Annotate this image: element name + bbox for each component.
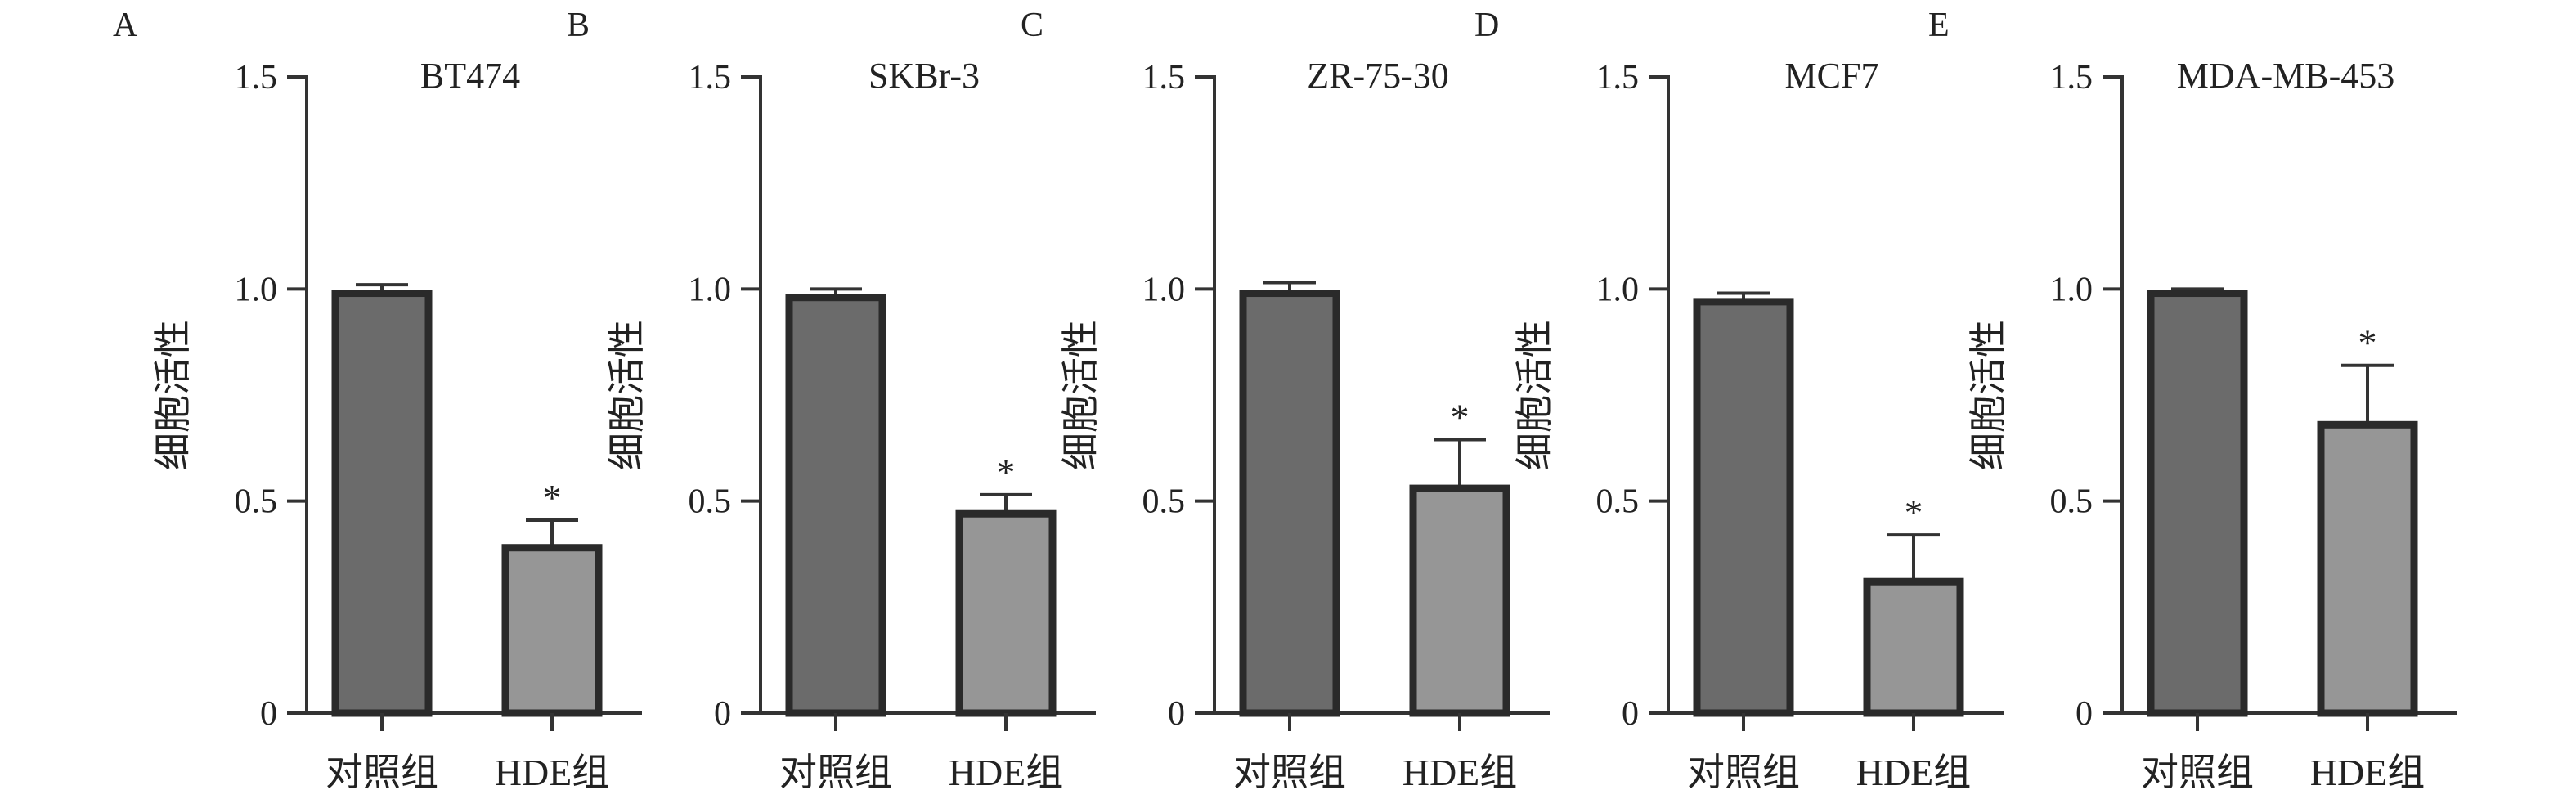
x-category-label: 对照组	[1687, 752, 1800, 793]
significance-marker: *	[997, 451, 1016, 493]
y-axis-label: 细胞活性	[1514, 320, 1555, 470]
bar-control	[785, 294, 886, 717]
y-tick-label: 0.5	[689, 483, 732, 521]
panel-letter: C	[1021, 7, 1043, 44]
y-tick-label: 0	[1622, 695, 1639, 733]
chart-title: SKBr-3	[868, 56, 980, 96]
y-tick-label: 0.5	[235, 483, 278, 521]
panel-letter: A	[113, 7, 138, 44]
y-axis-label: 细胞活性	[1968, 320, 2009, 470]
bar-control	[1693, 298, 1794, 717]
significance-marker: *	[1905, 492, 1923, 533]
y-tick-label: 0	[714, 695, 731, 733]
significance-marker: *	[1451, 396, 1470, 438]
y-tick-label: 0.5	[1142, 483, 1186, 521]
x-category-label: 对照组	[1233, 752, 1346, 793]
panel-letter: D	[1474, 7, 1499, 44]
y-tick-label: 0	[260, 695, 277, 733]
chart-panel-b: B SKBr-3 细胞活性 0 0.5 1.0 1.5 对照组 HDE组 *	[567, 7, 1096, 793]
y-tick-label: 1.5	[1142, 59, 1186, 97]
chart-panel-d: D MCF7 细胞活性 0 0.5 1.0 1.5 对照组 HDE组 *	[1474, 7, 2004, 793]
panels: A BT474 细胞活性 0 0.5 1.0 1.5 对照组 HDE组 * B SKBr-3 细胞活性 0…	[113, 7, 2457, 793]
bar-hde	[1863, 577, 1964, 717]
y-tick-label: 1.5	[2050, 59, 2094, 97]
y-tick-label: 1.0	[2050, 271, 2094, 308]
panel-letter: E	[1928, 7, 1950, 44]
y-tick-label: 0.5	[1596, 483, 1640, 521]
y-axis-label: 细胞活性	[152, 320, 194, 470]
y-tick-label: 1.0	[1142, 271, 1186, 308]
bar-control	[331, 290, 433, 717]
bar-hde	[1409, 484, 1510, 717]
chart-panel-c: C ZR-75-30 细胞活性 0 0.5 1.0 1.5 对照组 HDE组 *	[1021, 7, 1550, 793]
y-tick-label: 1.5	[235, 59, 278, 97]
y-tick-label: 1.0	[235, 271, 278, 308]
chart-title: MCF7	[1785, 56, 1879, 96]
y-tick-label: 0	[2076, 695, 2093, 733]
x-category-label: HDE组	[1402, 752, 1518, 793]
x-category-label: HDE组	[949, 752, 1064, 793]
chart-panel-a: A BT474 细胞活性 0 0.5 1.0 1.5 对照组 HDE组 *	[113, 7, 642, 793]
chart-panel-e: E MDA-MB-453 细胞活性 0 0.5 1.0 1.5 对照组 HDE组 *	[1928, 7, 2457, 793]
bar-hde	[2317, 420, 2418, 717]
bar-control	[2147, 290, 2248, 717]
bar-control	[1239, 290, 1340, 717]
x-category-label: 对照组	[325, 752, 438, 793]
x-category-label: HDE组	[1856, 752, 1972, 793]
panel-letter: B	[567, 7, 590, 44]
bar-hde	[955, 509, 1057, 717]
y-axis-label: 细胞活性	[606, 320, 648, 470]
chart-title: ZR-75-30	[1307, 56, 1449, 96]
significance-marker: *	[543, 477, 562, 518]
y-axis-label: 细胞活性	[1060, 320, 1102, 470]
x-category-label: 对照组	[779, 752, 892, 793]
y-tick-label: 0	[1168, 695, 1185, 733]
chart-title: MDA-MB-453	[2177, 56, 2394, 96]
y-tick-label: 1.5	[689, 59, 732, 97]
y-tick-label: 1.0	[689, 271, 732, 308]
y-tick-label: 1.5	[1596, 59, 1640, 97]
x-category-label: HDE组	[2310, 752, 2426, 793]
y-tick-label: 0.5	[2050, 483, 2094, 521]
chart-title: BT474	[420, 56, 520, 96]
x-category-label: 对照组	[2141, 752, 2254, 793]
y-tick-label: 1.0	[1596, 271, 1640, 308]
bar-hde	[501, 544, 603, 717]
significance-marker: *	[2358, 322, 2377, 364]
x-category-label: HDE组	[495, 752, 610, 793]
